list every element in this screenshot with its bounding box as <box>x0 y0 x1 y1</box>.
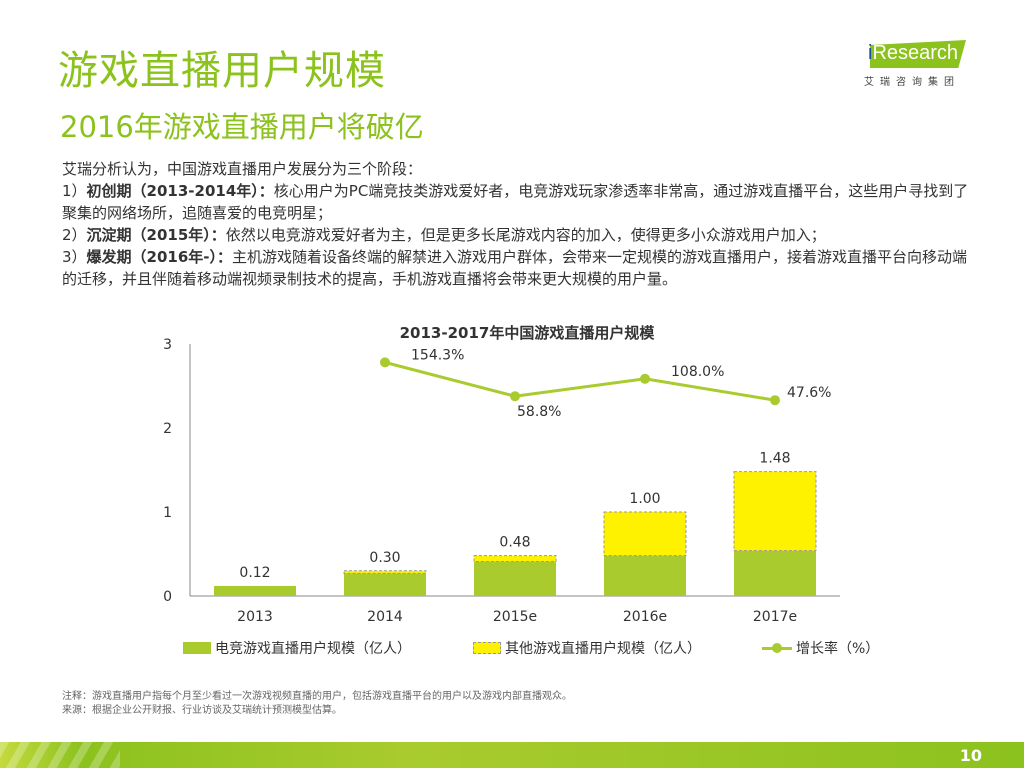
bar-other <box>603 511 687 557</box>
footer-bar: 10 <box>0 742 1024 768</box>
legend-label-growth: 增长率（%） <box>796 641 880 657</box>
total-label: 0.48 <box>499 535 530 551</box>
bar-esports <box>214 585 296 596</box>
intro: 艾瑞分析认为，中国游戏直播用户发展分为三个阶段： <box>62 160 423 178</box>
stage-3-text: 主机游戏随着设备终端的解禁进入游戏用户群体，会带来一定规模的游戏直播用户，接着游… <box>62 248 968 288</box>
stage-1: 1）初创期（2013-2014年）：核心用户为PC端竞技类游戏爱好者，电竞游戏玩… <box>62 180 982 224</box>
x-tick-label: 2014 <box>367 609 403 625</box>
stage-1-title: 初创期（2013-2014年）： <box>86 182 274 200</box>
footnotes: 注释：游戏直播用户指每个月至少看过一次游戏视频直播的用户，包括游戏直播平台的用户… <box>62 690 572 718</box>
bar-esports <box>474 561 556 596</box>
bar-esports <box>604 555 686 596</box>
stage-2: 2）沉淀期（2015年）：依然以电竞游戏爱好者为主，但是更多长尾游戏内容的加入，… <box>62 224 982 246</box>
page-number: 10 <box>959 746 982 765</box>
x-tick-label: 2015e <box>493 609 537 625</box>
growth-point <box>640 373 650 384</box>
analysis-text: 艾瑞分析认为，中国游戏直播用户发展分为三个阶段： 1）初创期（2013-2014… <box>62 158 982 290</box>
bar-other <box>733 471 817 552</box>
legend-other: 其他游戏直播用户规模（亿人） <box>473 638 701 658</box>
bar-esports <box>344 573 426 596</box>
stage-3-prefix: 3） <box>62 248 87 266</box>
total-label: 1.48 <box>759 451 790 467</box>
legend-swatch-other <box>473 642 501 654</box>
y-tick-label: 1 <box>163 505 172 521</box>
x-tick-label: 2017e <box>753 609 797 625</box>
x-tick-label: 2013 <box>237 609 273 625</box>
x-tick-label: 2016e <box>623 609 667 625</box>
growth-label: 108.0% <box>671 364 724 380</box>
legend-swatch-esports <box>183 642 211 654</box>
total-label: 1.00 <box>629 491 660 507</box>
stage-2-text: 依然以电竞游戏爱好者为主，但是更多长尾游戏内容的加入，使得更多小众游戏用户加入； <box>225 226 826 244</box>
bar-other <box>343 570 427 574</box>
logo-cn: 艾瑞咨询集团 <box>864 77 960 88</box>
stage-2-prefix: 2） <box>62 226 87 244</box>
growth-point <box>380 357 390 368</box>
iresearch-logo: iResearch 艾瑞咨询集团 <box>862 40 972 90</box>
source: 来源：根据企业公开财报、行业访谈及艾瑞统计预测模型估算。 <box>62 705 342 716</box>
page-subtitle: 2016年游戏直播用户将破亿 <box>60 110 424 144</box>
y-tick-label: 2 <box>163 421 172 437</box>
note: 注释：游戏直播用户指每个月至少看过一次游戏视频直播的用户，包括游戏直播平台的用户… <box>62 691 572 702</box>
logo-badge <box>870 40 966 68</box>
growth-label: 47.6% <box>787 385 831 401</box>
growth-label: 58.8% <box>517 404 561 420</box>
growth-label: 154.3% <box>411 347 464 363</box>
bar-other <box>473 555 557 563</box>
stage-3: 3）爆发期（2016年-）：主机游戏随着设备终端的解禁进入游戏用户群体，会带来一… <box>62 246 982 290</box>
total-label: 0.12 <box>239 565 270 581</box>
bar-esports <box>734 550 816 596</box>
growth-line <box>384 360 776 402</box>
footer-stripe <box>0 742 120 768</box>
growth-point <box>770 395 780 406</box>
stage-1-prefix: 1） <box>62 182 87 200</box>
legend-swatch-growth <box>762 642 792 654</box>
y-tick-label: 0 <box>163 589 172 605</box>
logo-brand: iResearch <box>868 42 959 64</box>
stage-2-title: 沉淀期（2015年）： <box>86 226 226 244</box>
y-tick-label: 3 <box>163 337 172 353</box>
growth-point <box>510 391 520 402</box>
page-title: 游戏直播用户规模 <box>58 48 386 94</box>
legend-growth: 增长率（%） <box>762 638 879 658</box>
legend-esports: 电竞游戏直播用户规模（亿人） <box>183 638 411 658</box>
legend-label-esports: 电竞游戏直播用户规模（亿人） <box>215 641 411 657</box>
stage-1-text: 核心用户为PC端竞技类游戏爱好者，电竞游戏玩家渗透率非常高，通过游戏直播平台，这… <box>62 182 969 222</box>
legend-label-other: 其他游戏直播用户规模（亿人） <box>505 641 701 657</box>
total-label: 0.30 <box>369 550 400 566</box>
stage-3-title: 爆发期（2016年-）： <box>86 248 233 266</box>
chart-title: 2013-2017年中国游戏直播用户规模 <box>399 324 655 342</box>
